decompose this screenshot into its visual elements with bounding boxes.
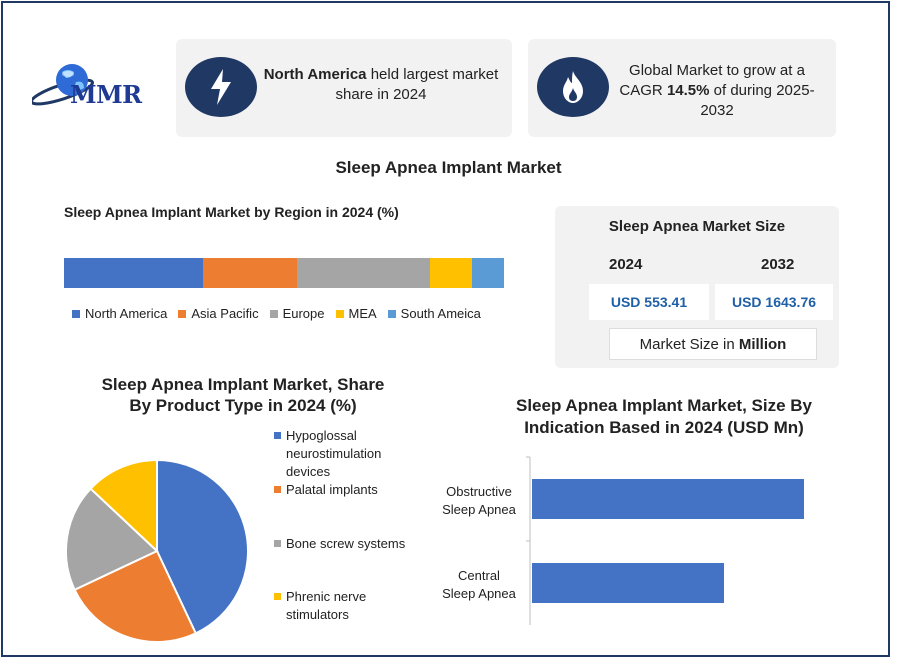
pie-legend-item: Palatal implants xyxy=(274,481,424,499)
pie-legend-label: Phrenic nerve stimulators xyxy=(286,588,366,624)
highlight-card-region: North America held largest market share … xyxy=(176,39,512,137)
region-highlight-bold: North America xyxy=(263,66,367,83)
pie-legend-label-line: Bone screw systems xyxy=(286,536,406,551)
region-bar-segment-north-america xyxy=(64,258,204,288)
indication-category-label-line: Obstructive xyxy=(446,484,512,499)
pie-title-line1: Sleep Apnea Implant Market, Share xyxy=(101,375,385,394)
mmr-globe-logo xyxy=(32,64,95,106)
pie-legend-swatch xyxy=(274,432,281,439)
legend-label: Europe xyxy=(282,306,325,321)
cagr-line2-post: of during 2025- xyxy=(709,82,815,99)
region-bar-segment-mea xyxy=(430,258,472,288)
pie-legend-label-line: devices xyxy=(286,464,331,479)
indication-category-label-line: Sleep Apnea xyxy=(442,502,516,517)
region-legend-item: South Ameica xyxy=(387,306,481,321)
pie-slice-1 xyxy=(73,549,198,643)
pie-legend-label: Palatal implants xyxy=(286,481,378,499)
legend-label: South Ameica xyxy=(400,306,481,321)
region-bar-segment-europe xyxy=(297,258,431,288)
indication-category-label-line: Central xyxy=(458,568,500,583)
indication-bar-1 xyxy=(532,563,724,603)
flame-icon xyxy=(563,71,583,103)
legend-swatch xyxy=(387,309,396,318)
cagr-line3: 2032 xyxy=(700,102,734,119)
market-size-card: Sleep Apnea Market Size 2024 2032 USD 55… xyxy=(555,206,839,368)
market-size-value-2032: USD 1643.76 xyxy=(715,284,833,320)
indication-title-line1: Sleep Apnea Implant Market, Size By xyxy=(515,396,812,415)
region-legend: North America Asia Pacific Europe MEA South … xyxy=(72,306,492,321)
pie-legend-label: Bone screw systems xyxy=(286,535,405,553)
legend-label: MEA xyxy=(348,306,377,321)
indication-bar-0 xyxy=(532,479,804,519)
lightning-icon xyxy=(211,69,231,105)
indication-category-label: Obstructive Sleep Apnea xyxy=(426,483,532,519)
pie-slice-0 xyxy=(156,458,249,635)
pie-legend-label-line: neurostimulation xyxy=(286,446,382,461)
pie-slice-2 xyxy=(65,487,159,592)
region-bar-segment-asia-pacific xyxy=(203,258,298,288)
indication-title-line2: Indication Based in 2024 (USD Mn) xyxy=(524,418,804,437)
cagr-line2-pre: CAGR xyxy=(619,82,667,99)
pie-legend-label-line: stimulators xyxy=(286,607,349,622)
pie-chart-title: Sleep Apnea Implant Market, Share By Pro… xyxy=(60,374,426,416)
cagr-highlight-text: Global Market to grow at a CAGR 14.5% of… xyxy=(612,61,822,121)
legend-swatch xyxy=(178,309,187,318)
market-size-year-2032: 2032 xyxy=(761,256,795,273)
legend-label: Asia Pacific xyxy=(191,306,259,321)
infographic-frame xyxy=(1,1,890,657)
region-legend-item: MEA xyxy=(335,306,377,321)
cagr-line1: Global Market to grow at a xyxy=(629,62,805,79)
indication-bar-chart xyxy=(526,456,804,625)
region-legend-item: North America xyxy=(72,306,167,321)
region-highlight-line2: share in 2024 xyxy=(335,86,427,103)
unit-note-bold: Million xyxy=(738,335,787,353)
indication-chart-title: Sleep Apnea Implant Market, Size By Indi… xyxy=(494,395,834,439)
lightning-icon-badge xyxy=(185,57,257,117)
region-highlight-text: North America held largest market share … xyxy=(258,65,504,105)
infographic-title: Sleep Apnea Implant Market xyxy=(335,158,562,177)
region-bar-segment-south-ameica xyxy=(471,258,504,288)
region-legend-item: Europe xyxy=(269,306,325,321)
pie-legend-item: Bone screw systems xyxy=(274,535,424,553)
region-highlight-line1: held largest market xyxy=(366,66,499,83)
legend-swatch xyxy=(335,309,344,318)
region-legend-item: Asia Pacific xyxy=(178,306,259,321)
pie-legend-label-line: Phrenic nerve xyxy=(286,589,367,604)
legend-swatch xyxy=(269,309,278,318)
legend-swatch xyxy=(72,309,80,318)
pie-legend-label-line: Hypoglossal xyxy=(286,428,357,443)
pie-legend-swatch xyxy=(274,486,281,493)
market-size-unit-note: Market Size in Million xyxy=(609,328,817,360)
region-stacked-bar xyxy=(64,258,504,288)
product-type-pie-chart xyxy=(65,458,249,643)
brand-logo-text: MMR xyxy=(70,80,142,109)
pie-legend-item: Phrenic nerve stimulators xyxy=(274,588,424,624)
market-size-title: Sleep Apnea Market Size xyxy=(608,218,786,235)
pie-legend-label: Hypoglossal neurostimulation devices xyxy=(286,427,381,481)
highlight-card-cagr: Global Market to grow at a CAGR 14.5% of… xyxy=(528,39,836,137)
pie-legend-label-line: Palatal implants xyxy=(286,482,378,497)
pie-legend-item: Hypoglossal neurostimulation devices xyxy=(274,427,424,481)
region-chart-title: Sleep Apnea Implant Market by Region in … xyxy=(64,204,399,220)
indication-category-label-line: Sleep Apnea xyxy=(442,586,516,601)
flame-icon-badge xyxy=(537,57,609,117)
pie-title-line2: By Product Type in 2024 (%) xyxy=(129,396,357,415)
unit-note-pre: Market Size in xyxy=(639,335,739,353)
indication-category-label: Central Sleep Apnea xyxy=(426,567,532,603)
pie-slice-3 xyxy=(89,458,158,554)
market-size-value-2024: USD 553.41 xyxy=(589,284,709,320)
pie-legend-swatch xyxy=(274,593,281,600)
cagr-value: 14.5% xyxy=(666,82,710,99)
legend-label: North America xyxy=(85,306,168,321)
market-size-year-2024: 2024 xyxy=(609,256,643,273)
pie-legend-swatch xyxy=(274,540,281,547)
